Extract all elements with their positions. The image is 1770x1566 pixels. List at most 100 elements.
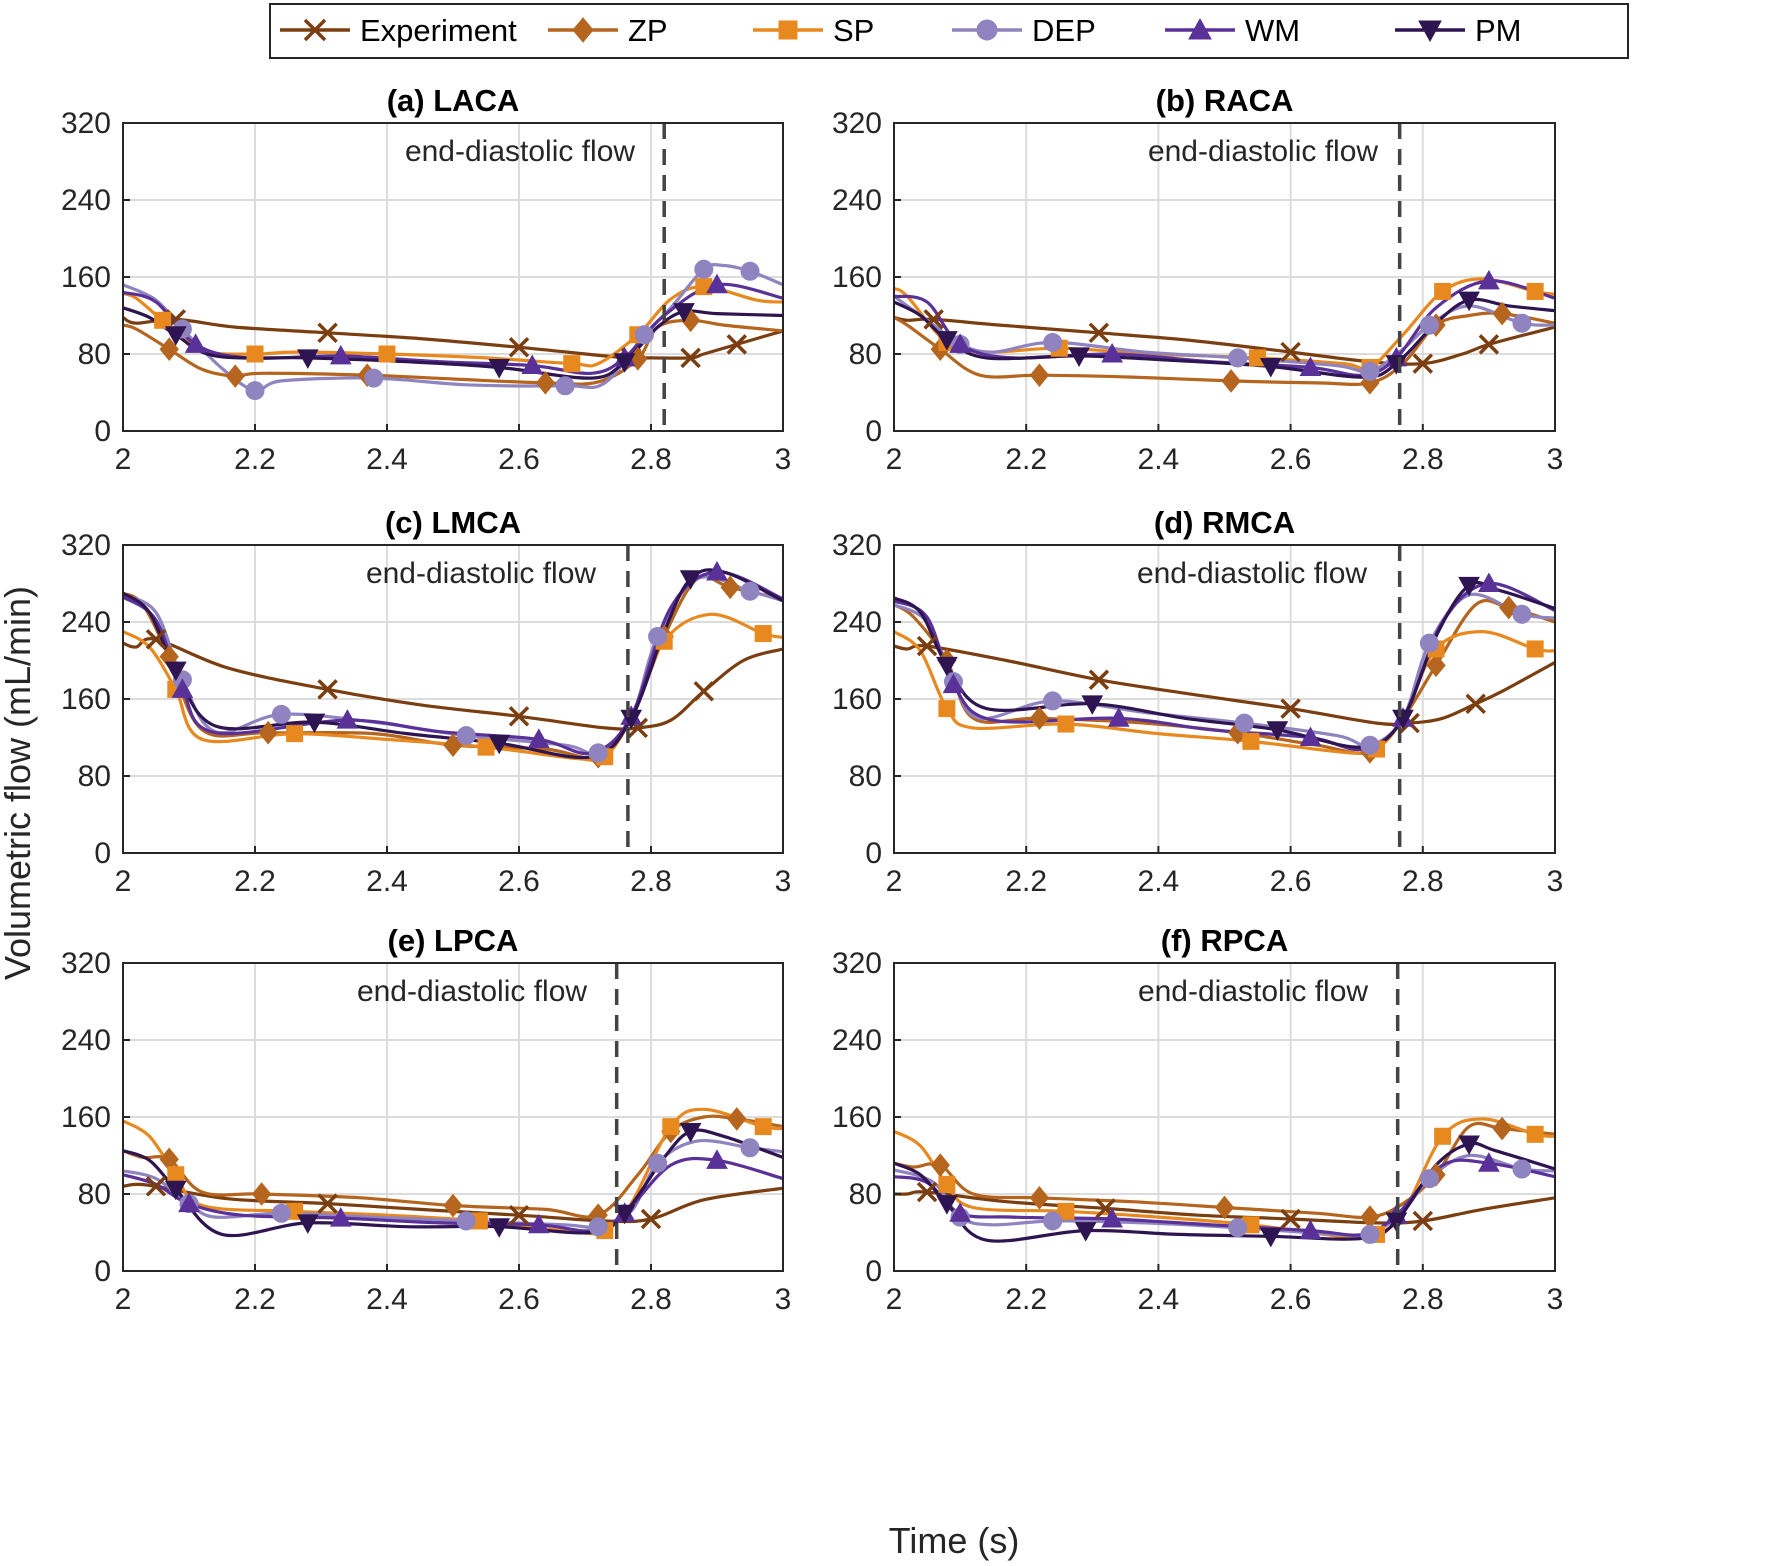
data-point-pm	[936, 331, 958, 351]
y-tick-label: 80	[78, 1178, 111, 1211]
data-point-pm	[1259, 1227, 1282, 1248]
legend-label: Experiment	[360, 13, 517, 48]
data-point-zp	[1426, 653, 1446, 678]
data-point-experiment	[317, 322, 338, 344]
x-tick-label: 2	[886, 865, 903, 898]
legend-marker	[1418, 20, 1442, 43]
data-point-dep	[1512, 604, 1532, 624]
legend-marker	[976, 19, 998, 41]
y-tick-label: 160	[832, 261, 882, 294]
x-tick-label: 2.8	[630, 1283, 672, 1316]
data-point-zp	[251, 1182, 272, 1206]
data-point-zp	[535, 371, 556, 395]
data-point-dep	[245, 381, 265, 401]
y-tick-label: 240	[832, 606, 882, 639]
legend-item-wm: WM	[1165, 13, 1300, 48]
data-point-sp	[1249, 349, 1267, 367]
data-point-pm	[303, 713, 326, 734]
x-tick-label: 2.4	[1138, 1283, 1180, 1316]
data-point-dep	[740, 261, 760, 281]
data-point-sp	[286, 725, 304, 743]
data-point-sp	[754, 1118, 772, 1136]
data-point-experiment	[1412, 1210, 1434, 1232]
y-tick-label: 160	[61, 261, 111, 294]
panel-3: end-diastolic flow 2 2.2 2.4 2.6 2.8 3 0 80 160 24…	[61, 505, 791, 898]
data-point-experiment	[1088, 669, 1110, 690]
data-point-pm	[1458, 291, 1480, 312]
data-point-wm	[1107, 707, 1130, 727]
data-point-experiment	[916, 635, 938, 657]
data-point-experiment	[508, 337, 530, 358]
data-point-wm	[171, 678, 194, 698]
data-point-experiment	[693, 681, 715, 702]
series-line-experiment	[123, 315, 783, 360]
data-point-pm	[1266, 721, 1289, 741]
data-point-dep	[1043, 691, 1063, 711]
data-point-sp	[167, 1166, 185, 1184]
data-point-zp	[1214, 1195, 1235, 1220]
y-tick-label: 0	[865, 1255, 882, 1288]
x-axis-title: Time (s)	[889, 1520, 1020, 1561]
y-tick-label: 320	[61, 107, 111, 140]
end-diastolic-label: end-diastolic flow	[1138, 975, 1368, 1008]
legend-item-zp: ZP	[548, 13, 668, 48]
panel-4: end-diastolic flow 2 2.2 2.4 2.6 2.8 3 0 80 160 24…	[832, 505, 1563, 898]
panel-6: end-diastolic flow 2 2.2 2.4 2.6 2.8 3 0 80 160 24…	[832, 923, 1563, 1316]
x-tick-label: 2.2	[1005, 865, 1047, 898]
y-tick-label: 0	[94, 837, 111, 870]
data-point-experiment	[145, 1176, 167, 1197]
data-point-zp	[1221, 369, 1241, 393]
data-point-sp	[477, 738, 495, 756]
data-point-wm	[184, 333, 207, 353]
end-diastolic-label: end-diastolic flow	[1137, 557, 1367, 590]
data-point-pm	[1458, 576, 1480, 597]
legend-item-sp: SP	[753, 13, 874, 48]
x-tick-label: 2	[886, 1283, 903, 1316]
data-point-dep	[740, 1138, 760, 1158]
panel-2: end-diastolic flow 2 2.2 2.4 2.6 2.8 3 0 80 160 24…	[832, 83, 1563, 476]
data-point-zp	[1029, 363, 1050, 387]
data-point-zp	[727, 1107, 747, 1131]
legend-marker	[303, 18, 327, 42]
end-diastolic-label: end-diastolic flow	[357, 975, 587, 1008]
data-point-sp	[563, 355, 581, 373]
data-point-experiment	[508, 706, 530, 727]
y-tick-label: 160	[61, 1101, 111, 1134]
data-point-dep	[1419, 315, 1439, 335]
x-tick-label: 3	[775, 443, 792, 476]
data-point-dep	[271, 1203, 291, 1223]
x-tick-label: 2.4	[366, 443, 408, 476]
x-tick-label: 2.4	[1138, 865, 1180, 898]
x-tick-label: 2.8	[1402, 443, 1444, 476]
data-point-wm	[1478, 1152, 1500, 1172]
data-point-experiment	[1478, 334, 1500, 355]
data-point-dep	[1043, 332, 1063, 352]
x-tick-label: 2.6	[1270, 865, 1312, 898]
data-point-dep	[1228, 348, 1248, 368]
data-point-experiment	[317, 1193, 338, 1214]
panel-title: (e) LPCA	[388, 923, 519, 958]
y-tick-label: 160	[832, 683, 882, 716]
data-point-pm	[936, 1195, 958, 1215]
data-point-pm	[1458, 1135, 1480, 1155]
data-point-wm	[1101, 342, 1123, 363]
data-point-experiment	[640, 1208, 662, 1230]
data-point-experiment	[317, 679, 338, 700]
data-point-dep	[1234, 713, 1254, 733]
panel-title: (c) LMCA	[385, 505, 521, 540]
series-line-experiment	[894, 1190, 1555, 1225]
data-point-dep	[1360, 361, 1380, 381]
y-tick-label: 240	[61, 184, 111, 217]
data-point-sp	[1057, 1202, 1075, 1220]
data-point-sp	[1526, 640, 1544, 658]
data-point-dep	[1360, 735, 1380, 755]
series-group	[123, 560, 783, 769]
data-point-wm	[527, 728, 550, 748]
y-tick-label: 240	[61, 606, 111, 639]
series-group	[894, 269, 1555, 395]
data-point-zp	[1029, 1186, 1050, 1210]
data-point-sp	[938, 700, 956, 718]
data-point-experiment	[1088, 322, 1110, 344]
x-tick-label: 3	[1547, 443, 1564, 476]
